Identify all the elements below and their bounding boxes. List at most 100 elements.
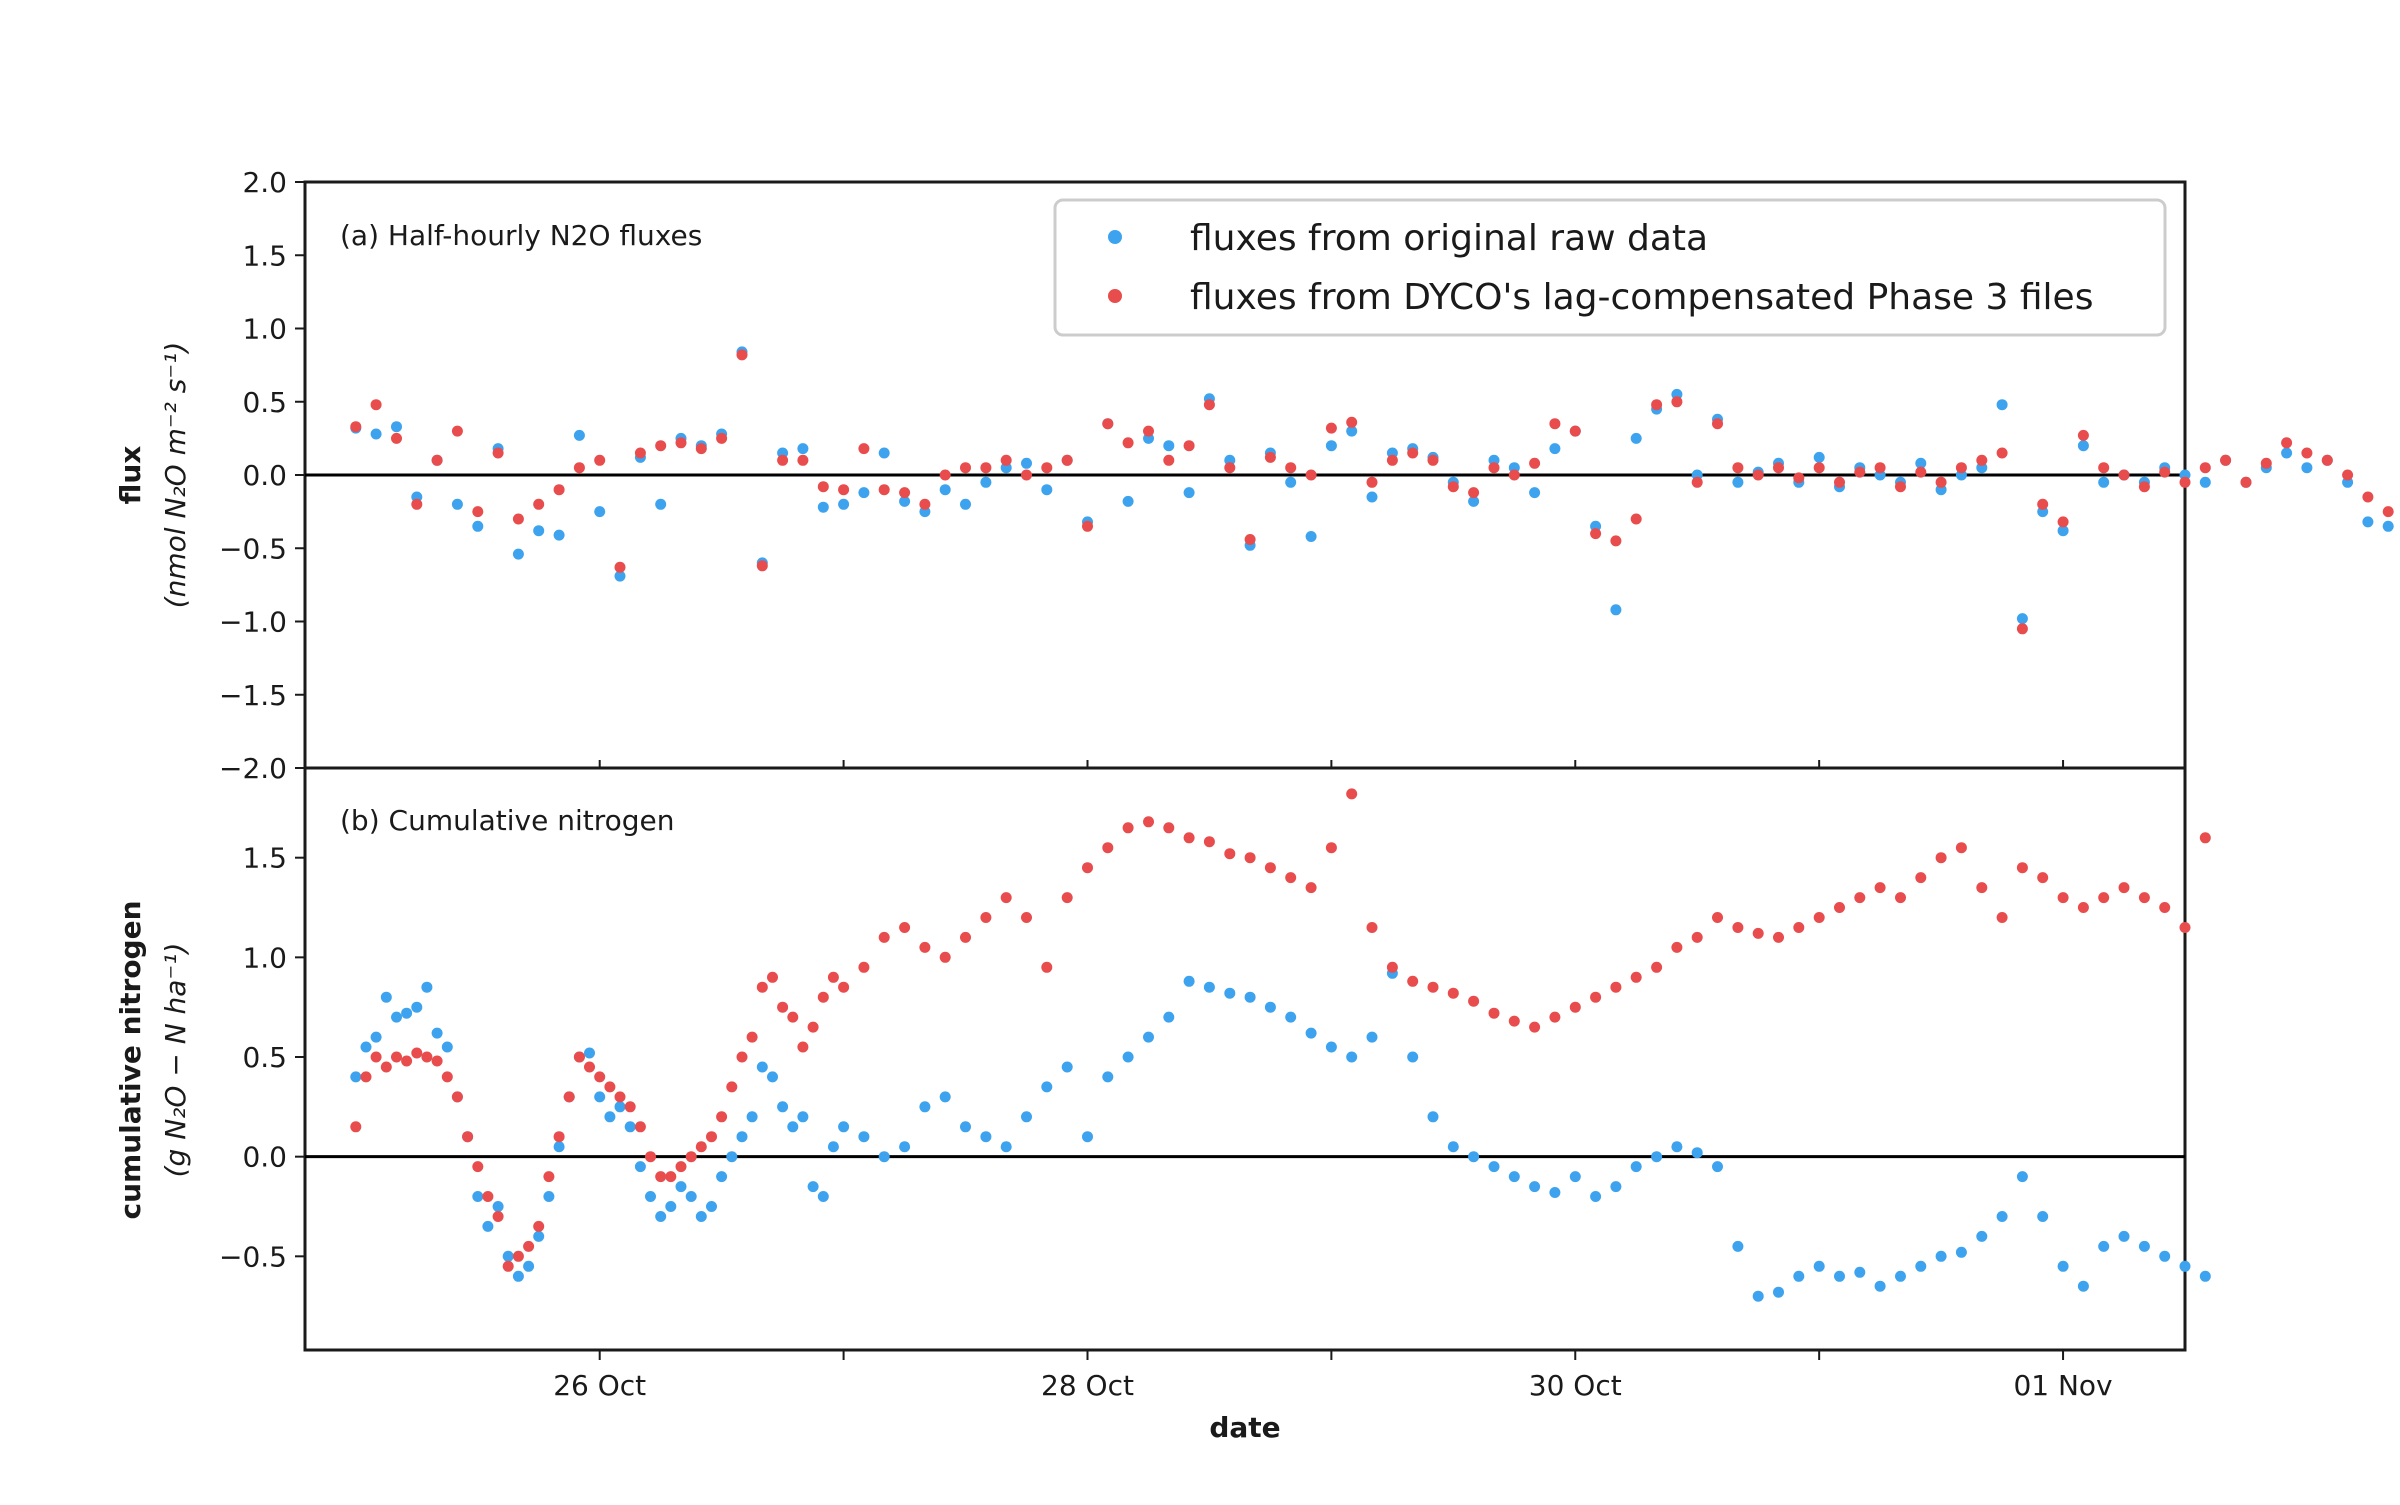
data-point: [421, 981, 433, 993]
data-point: [1224, 987, 1236, 999]
data-point: [1244, 852, 1256, 864]
data-point: [1834, 476, 1845, 488]
data-point: [391, 421, 402, 433]
data-point: [1102, 842, 1114, 854]
data-point: [1325, 1041, 1337, 1053]
y-tick-label: 1.0: [242, 313, 287, 346]
data-point: [594, 454, 606, 466]
data-point: [838, 981, 850, 993]
data-point: [655, 1171, 667, 1183]
data-point: [736, 1051, 748, 1063]
data-point: [624, 1121, 636, 1133]
y-tick-label: 0.0: [242, 459, 287, 492]
data-point: [2199, 1270, 2211, 1282]
data-point: [584, 1047, 595, 1059]
data-point: [827, 1141, 839, 1153]
data-point: [614, 1091, 626, 1103]
data-point: [675, 1181, 687, 1193]
data-point: [1712, 1161, 1723, 1173]
data-point: [370, 399, 382, 411]
data-point: [2260, 457, 2272, 469]
data-point: [512, 513, 524, 525]
data-point: [2159, 1250, 2171, 1262]
data-point: [2057, 525, 2069, 537]
data-point: [1082, 1131, 1093, 1143]
data-point: [1732, 462, 1744, 474]
data-point: [441, 1071, 453, 1083]
data-point: [1021, 1111, 1032, 1123]
y-tick-label: 1.5: [242, 842, 287, 875]
data-point: [1488, 1161, 1500, 1173]
legend-box: [1053, 198, 2167, 337]
data-point: [370, 1051, 382, 1063]
data-point: [1061, 892, 1073, 904]
data-point: [878, 447, 890, 459]
data-point: [1590, 991, 1602, 1003]
data-point: [1000, 1141, 1012, 1153]
data-point: [878, 931, 890, 943]
data-point: [746, 1111, 758, 1123]
data-point: [980, 476, 992, 488]
data-point: [1183, 440, 1195, 452]
data-point: [543, 1191, 555, 1202]
data-point: [482, 1220, 494, 1232]
data-point: [1773, 462, 1784, 474]
data-point: [1630, 971, 1642, 983]
data-point: [1915, 872, 1927, 884]
panel-b-series-raw: [350, 967, 2211, 1302]
data-point: [1488, 462, 1500, 474]
data-point: [2179, 1260, 2191, 1272]
legend-label-raw: fluxes from original raw data: [1190, 218, 1708, 259]
data-point: [1203, 981, 1215, 993]
data-point: [1041, 462, 1053, 474]
data-point: [634, 1161, 646, 1173]
data-point: [1264, 862, 1276, 874]
data-point: [2077, 1280, 2089, 1292]
data-point: [2220, 454, 2232, 466]
data-point: [441, 1041, 453, 1053]
data-point: [695, 443, 707, 455]
x-tick-label: 26 Oct: [553, 1369, 646, 1402]
data-point: [665, 1171, 677, 1183]
data-point: [1793, 922, 1805, 933]
data-point: [878, 1151, 890, 1163]
data-point: [960, 931, 971, 943]
data-point: [797, 454, 809, 466]
panel-b-label: (b) Cumulative nitrogen: [340, 804, 675, 837]
data-point: [777, 454, 789, 466]
panel-cumulative-nitrogen: (b) Cumulative nitrogen −0.5 0.0 0.5 1.0 1.5…: [114, 760, 2211, 1444]
data-point: [594, 506, 606, 518]
y-tick-label: 0.0: [242, 1141, 287, 1174]
data-point: [787, 1121, 799, 1133]
data-point: [1996, 1211, 2008, 1222]
data-point: [1630, 432, 1642, 444]
data-point: [1813, 912, 1825, 923]
data-point: [2118, 882, 2130, 894]
data-point: [472, 1161, 484, 1173]
data-point: [523, 1240, 535, 1252]
data-point: [1407, 975, 1419, 987]
data-point: [1834, 1270, 1845, 1282]
data-point: [1325, 440, 1337, 452]
data-point: [1264, 451, 1276, 463]
data-point: [2138, 1240, 2150, 1252]
x-tick-label: 30 Oct: [1529, 1369, 1622, 1402]
data-point: [614, 570, 626, 582]
data-point: [533, 1220, 545, 1232]
data-point: [1285, 462, 1297, 474]
data-point: [675, 437, 687, 449]
data-point: [1895, 481, 1906, 493]
data-point: [767, 1071, 778, 1083]
data-point: [1203, 399, 1215, 411]
data-point: [512, 1250, 524, 1262]
data-point: [594, 1071, 606, 1083]
data-point: [451, 498, 463, 510]
data-point: [1996, 399, 2008, 411]
data-point: [1325, 842, 1337, 854]
data-point: [2382, 506, 2394, 518]
data-point: [380, 1061, 392, 1073]
panel-a-ylabel: flux: [114, 446, 147, 505]
data-point: [1427, 454, 1439, 466]
data-point: [736, 349, 748, 361]
data-point: [543, 1171, 555, 1183]
